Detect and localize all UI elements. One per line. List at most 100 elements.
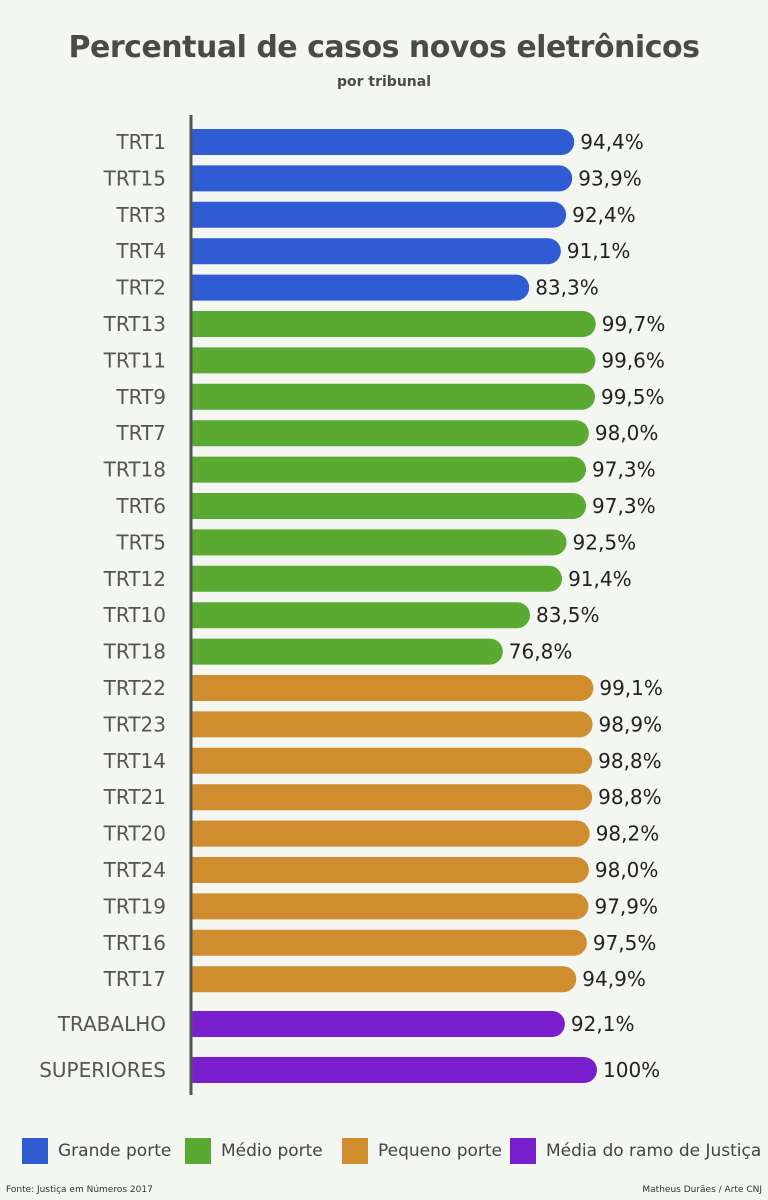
bar	[191, 784, 593, 811]
bar	[191, 602, 531, 629]
bar-row-4: TRT2 83,3%	[115, 274, 599, 301]
category-label: TRT11	[103, 348, 166, 372]
bar	[191, 565, 563, 592]
value-label: 92,5%	[573, 530, 637, 554]
category-label: TRT15	[103, 166, 166, 190]
legend-item-grande: Grande porte	[22, 1137, 171, 1165]
category-label: TRT14	[103, 749, 166, 773]
category-label: TRT24	[103, 858, 166, 882]
legend: Grande porte Médio porte Pequeno porte M…	[22, 1137, 762, 1167]
value-label: 83,3%	[535, 276, 599, 300]
category-label: TRT12	[103, 567, 166, 591]
legend-label-medio: Médio porte	[221, 1141, 323, 1161]
bar-row-25: SUPERIORES 100%	[39, 1057, 660, 1083]
bar-row-10: TRT6 97,3%	[115, 493, 656, 519]
value-label: 98,8%	[598, 749, 662, 773]
bar-row-20: TRT24 98,0%	[103, 857, 659, 883]
value-label: 99,6%	[601, 348, 665, 372]
value-label: 92,4%	[572, 203, 636, 227]
category-label: TRT18	[103, 640, 166, 664]
category-label: TRT9	[115, 385, 166, 409]
bar-row-17: TRT14 98,8%	[103, 747, 662, 774]
category-label: TRT19	[103, 894, 166, 918]
category-label: TRABALHO	[57, 1012, 166, 1036]
category-label: TRT22	[103, 676, 166, 700]
value-label: 97,3%	[592, 494, 656, 518]
bar-row-1: TRT15 93,9%	[103, 165, 642, 192]
legend-label-pequeno: Pequeno porte	[378, 1141, 503, 1161]
legend-item-medio: Médio porte	[185, 1137, 323, 1165]
bar-row-9: TRT18 97,3%	[103, 456, 656, 483]
bar	[191, 383, 595, 410]
category-label: TRT21	[103, 785, 166, 809]
bar	[191, 857, 589, 883]
bar-chart: TRT1 94,4%TRT15 93,9%TRT3 92,4%TRT4 91,1%TRT…	[39, 115, 666, 1095]
bar-row-0: TRT1 94,4%	[115, 129, 644, 155]
value-label: 98,9%	[599, 712, 663, 736]
category-label: TRT20	[103, 822, 166, 846]
legend-label-grande: Grande porte	[58, 1141, 172, 1161]
chart-subtitle: por tribunal	[336, 74, 431, 90]
legend-swatch-media	[510, 1138, 536, 1164]
value-label: 98,8%	[598, 785, 662, 809]
value-label: 91,1%	[567, 239, 631, 263]
bar	[191, 493, 587, 519]
bar	[191, 456, 587, 483]
legend-swatch-grande	[22, 1138, 48, 1164]
bar	[191, 311, 596, 337]
bar-row-8: TRT7 98,0%	[115, 420, 659, 447]
bar-row-6: TRT11 99,6%	[103, 347, 665, 374]
value-label: 98,0%	[595, 858, 659, 882]
bar	[191, 201, 567, 228]
bar	[191, 747, 593, 774]
value-label: 93,9%	[578, 166, 642, 190]
bar	[191, 1057, 597, 1083]
value-label: 100%	[603, 1058, 660, 1082]
value-label: 83,5%	[536, 603, 600, 627]
bar	[191, 165, 573, 192]
bar	[191, 638, 503, 665]
category-label: TRT5	[115, 530, 166, 554]
bar-row-19: TRT20 98,2%	[103, 820, 659, 847]
category-label: TRT17	[103, 967, 166, 991]
value-label: 98,0%	[595, 421, 659, 445]
legend-swatch-pequeno	[342, 1138, 368, 1164]
bar-row-3: TRT4 91,1%	[115, 238, 631, 265]
bar-row-7: TRT9 99,5%	[115, 383, 665, 410]
bar-row-2: TRT3 92,4%	[115, 201, 636, 228]
bar-row-21: TRT19 97,9%	[103, 893, 658, 920]
category-label: TRT10	[103, 603, 166, 627]
bar-row-24: TRABALHO 92,1%	[57, 1011, 635, 1037]
category-label: SUPERIORES	[39, 1058, 166, 1082]
bar	[191, 529, 567, 556]
bar	[191, 820, 590, 847]
category-label: TRT1	[115, 130, 166, 154]
bar	[191, 1011, 565, 1037]
bar	[191, 274, 530, 301]
value-label: 99,7%	[602, 312, 666, 336]
legend-swatch-medio	[185, 1138, 211, 1164]
value-label: 92,1%	[571, 1012, 635, 1036]
value-label: 91,4%	[568, 567, 632, 591]
category-label: TRT23	[103, 712, 166, 736]
bar	[191, 929, 587, 956]
bar-row-13: TRT10 83,5%	[103, 602, 600, 629]
bar	[191, 675, 594, 702]
legend-item-media: Média do ramo de Justiça	[510, 1137, 761, 1165]
bar-row-18: TRT21 98,8%	[103, 784, 662, 811]
category-label: TRT3	[115, 203, 166, 227]
legend-item-pequeno: Pequeno porte	[342, 1137, 502, 1165]
category-label: TRT2	[115, 276, 166, 300]
category-label: TRT18	[103, 458, 166, 482]
chart-title: Percentual de casos novos eletrônicos	[68, 30, 700, 65]
bar	[191, 129, 575, 155]
category-label: TRT7	[115, 421, 166, 445]
credit-note: Matheus Durães / Arte CNJ	[642, 1185, 762, 1195]
bar-row-11: TRT5 92,5%	[115, 529, 637, 556]
value-label: 94,9%	[582, 967, 646, 991]
value-label: 99,5%	[601, 385, 665, 409]
bar-row-23: TRT17 94,9%	[103, 966, 646, 993]
bar-row-15: TRT22 99,1%	[103, 675, 663, 702]
category-label: TRT4	[115, 239, 166, 263]
bar	[191, 420, 589, 447]
